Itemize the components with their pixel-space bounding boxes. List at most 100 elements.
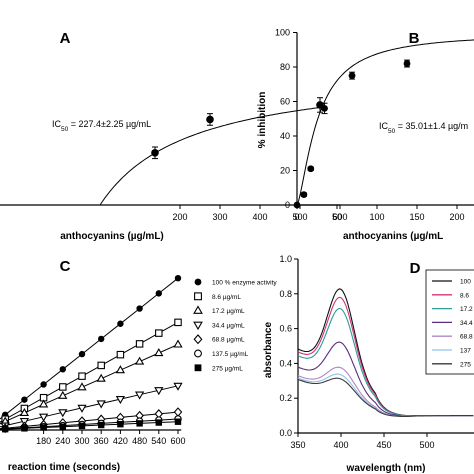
x-tick-label: 500 [292,212,307,222]
x-tick-label: 300 [212,212,227,222]
data-point [78,422,86,430]
data-point [59,383,67,391]
x-tick-label: 0 [294,212,299,222]
data-point [97,361,105,370]
panel-letter: B [409,30,420,47]
data-point [135,340,144,348]
x-tick-label: 100 [369,212,384,222]
ic50-annotation: IC50 = 227.4±2.25 µg/mL [52,119,151,133]
x-axis-title: reaction time (seconds) [8,462,120,473]
legend-label: 34.4 µg/mL [212,322,245,329]
legend-marker [193,334,203,345]
data-point [155,419,162,426]
data-point [98,421,105,429]
x-tick-label: 500 [419,440,434,450]
data-point [77,404,87,413]
y-tick-label: 0.2 [279,393,292,403]
series-7 [0,418,182,433]
data-point [173,339,183,348]
data-point [117,320,124,327]
x-tick-label: 400 [333,440,348,450]
legend-marker [194,364,202,372]
data-point [1,425,9,433]
legend-label: 17.2 [460,306,473,313]
data-point [77,382,87,391]
data-point [155,329,163,337]
x-axis-title: anthocyanins (µg/mL [343,231,443,242]
data-point [321,105,328,112]
data-point [116,350,125,359]
data-point [98,335,105,343]
data-point [38,413,49,422]
data-point [78,372,86,380]
legend-marker [194,292,202,301]
ic50-value: = 227.4±2.25 µg/mL [68,119,151,129]
data-point [115,365,126,374]
panel-letter: D [410,260,421,277]
data-point [173,382,183,391]
data-point [154,387,164,396]
data-point [174,275,182,282]
legend-label: 100 [460,279,471,286]
x-tick-label: 200 [172,212,187,222]
fit-curve [99,106,321,206]
data-point [59,423,66,430]
legend-label: 8.6 [460,292,469,299]
data-point [155,290,162,297]
data-point [173,407,183,417]
data-point [151,149,159,157]
data-point [136,305,143,312]
y-tick-label: 0.6 [279,324,292,334]
data-point [300,191,308,199]
panel-d: 0.0 0.2 0.4 0.6 0.8 1.0 350 400 450 500 absorbance… [263,254,474,474]
x-tick-label: 600 [170,436,185,446]
legend-label: 275 [460,361,471,368]
data-point [58,390,68,399]
data-point [78,350,86,358]
legend-label: 8.6 µg/mL [212,294,241,301]
data-point [134,356,145,365]
panel-letter: A [60,30,71,47]
x-tick-label: 600 [332,212,347,222]
y-tick-label: 40 [280,131,290,141]
x-tick-label: 200 [449,212,464,222]
series-line [0,343,179,425]
x-tick-label: 420 [113,436,128,446]
legend-marker [193,305,203,314]
legend-label: 34.4 [460,320,473,327]
data-point [58,409,68,418]
legend-marker [194,349,202,358]
series-1 [0,275,182,420]
series-3 [0,339,183,425]
x-tick-label: 360 [94,436,109,446]
data-point [348,72,356,80]
legend-label: 68.8 µg/mL [212,337,245,344]
data-point [174,418,182,425]
ic50-sub: 50 [61,126,69,133]
data-point [403,60,411,67]
fit-curve [296,39,474,206]
legend-label: 17.2 µg/mL [212,308,245,315]
y-axis-title: % inhibition [257,92,268,149]
spectrum-line [297,377,474,417]
data-point [136,420,143,427]
data-point [115,395,126,405]
data-point [117,421,124,428]
legend-label: 100 % enzyme activity [212,280,277,287]
x-tick-label: 350 [290,440,305,450]
data-point [293,201,301,209]
y-tick-label: 60 [280,97,290,107]
ic50-value: = 35.01±1.4 µg/m [395,121,468,131]
x-tick-label: 150 [409,212,424,222]
data-point [154,348,164,357]
data-point [96,373,106,382]
y-axis-title: absorbance [263,321,274,378]
x-tick-label: 50 [332,212,342,222]
legend-marker [193,321,203,331]
y-tick-label: 0.0 [279,428,292,438]
ic50-prefix: IC [379,121,389,131]
legend-marker [194,278,202,286]
x-tick-label: 400 [252,212,267,222]
